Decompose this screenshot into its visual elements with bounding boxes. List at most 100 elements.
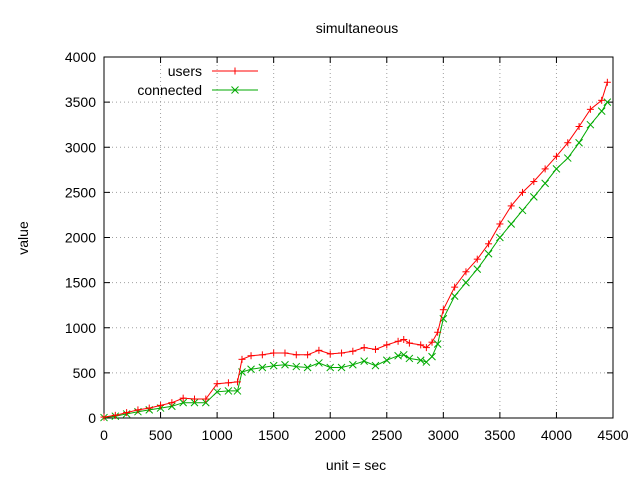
data-point-connected	[269, 361, 278, 370]
legend: users connected	[137, 63, 258, 98]
data-point-connected	[450, 292, 459, 301]
data-point-users	[304, 351, 312, 359]
data-point-connected	[518, 206, 527, 215]
data-point-connected	[348, 360, 357, 369]
data-point-users	[603, 78, 611, 86]
axis-ticks: 0 500 1000 1500 2000 2500 3000 3500 4000 4500 0 500…	[65, 49, 629, 443]
data-point-users	[270, 349, 278, 357]
data-point-connected	[603, 98, 612, 106]
data-point-users	[417, 341, 425, 349]
data-point-connected	[552, 165, 561, 173]
data-point-users	[360, 344, 368, 352]
data-point-users	[145, 404, 153, 412]
data-point-connected	[360, 357, 369, 365]
data-point-users	[552, 152, 560, 160]
data-point-users	[541, 165, 549, 173]
legend-label-users: users	[168, 63, 202, 79]
legend-marker-connected	[231, 86, 239, 94]
x-tick-label: 2500	[371, 427, 402, 443]
data-point-connected	[462, 278, 470, 287]
data-point-connected	[201, 398, 210, 407]
data-point-connected	[258, 363, 267, 372]
x-tick-label: 500	[149, 427, 173, 443]
x-tick-label: 1500	[258, 427, 289, 443]
data-point-users	[238, 355, 246, 363]
data-point-users	[168, 399, 176, 407]
data-point-connected	[326, 363, 335, 372]
data-point-users	[190, 395, 198, 403]
data-point-connected	[292, 362, 301, 371]
data-point-users	[349, 347, 357, 355]
x-tick-label: 2000	[315, 427, 346, 443]
data-point-connected	[484, 249, 493, 258]
y-tick-label: 4000	[65, 49, 96, 65]
data-point-users	[400, 335, 408, 343]
data-point-users	[434, 328, 442, 336]
data-point-users	[247, 352, 255, 360]
data-point-connected	[496, 233, 504, 242]
x-tick-label: 3500	[484, 427, 515, 443]
data-point-connected	[315, 359, 323, 367]
x-tick-label: 3000	[428, 427, 459, 443]
data-point-users	[428, 338, 436, 346]
y-tick-label: 1000	[65, 320, 96, 336]
data-point-users	[111, 411, 119, 419]
data-point-connected	[541, 179, 549, 188]
data-point-connected	[303, 363, 312, 372]
y-tick-label: 1500	[65, 275, 96, 291]
data-point-users	[258, 351, 266, 359]
data-point-users	[100, 413, 108, 421]
data-point-connected	[382, 356, 391, 365]
data-point-users	[394, 337, 402, 345]
data-point-users	[451, 283, 459, 291]
x-tick-label: 4000	[541, 427, 572, 443]
data-point-users	[462, 268, 470, 276]
data-point-connected	[371, 361, 380, 370]
x-axis-label: unit = sec	[326, 457, 386, 473]
data-point-connected	[399, 350, 408, 359]
data-point-connected	[597, 107, 606, 116]
data-point-users	[292, 351, 300, 359]
data-point-connected	[416, 356, 425, 365]
data-point-connected	[473, 265, 482, 273]
data-point-users	[383, 341, 391, 349]
data-point-users	[405, 339, 413, 347]
data-point-connected	[233, 387, 242, 395]
data-point-connected	[575, 138, 583, 147]
y-tick-label: 3500	[65, 94, 96, 110]
data-point-users	[224, 379, 232, 387]
data-point-users	[371, 345, 379, 353]
data-point-users	[315, 346, 323, 354]
data-point-connected	[529, 193, 538, 201]
x-tick-label: 0	[100, 427, 108, 443]
data-point-users	[496, 220, 504, 228]
y-tick-label: 2000	[65, 230, 96, 246]
data-point-users	[123, 409, 131, 417]
data-point-users	[439, 306, 447, 314]
grid	[104, 57, 613, 418]
data-point-users	[519, 188, 527, 196]
data-point-users	[473, 255, 481, 263]
data-point-users	[213, 380, 221, 388]
legend-label-connected: connected	[137, 82, 202, 98]
data-point-users	[485, 240, 493, 248]
data-point-connected	[190, 398, 199, 407]
chart-title: simultaneous	[316, 20, 399, 36]
data-point-users	[530, 178, 538, 186]
data-point-users	[134, 406, 142, 414]
data-point-users	[326, 350, 334, 358]
data-point-users	[422, 344, 430, 352]
data-point-users	[281, 349, 289, 357]
data-point-users	[202, 395, 210, 403]
data-point-connected	[247, 365, 255, 374]
y-tick-label: 3000	[65, 139, 96, 155]
data-point-connected	[428, 352, 436, 361]
data-point-connected	[586, 120, 595, 129]
data-point-users	[575, 122, 583, 130]
data-point-connected	[168, 402, 176, 411]
x-tick-label: 1000	[202, 427, 233, 443]
data-point-connected	[179, 398, 188, 407]
data-point-users	[179, 394, 187, 402]
data-point-users	[586, 105, 594, 113]
